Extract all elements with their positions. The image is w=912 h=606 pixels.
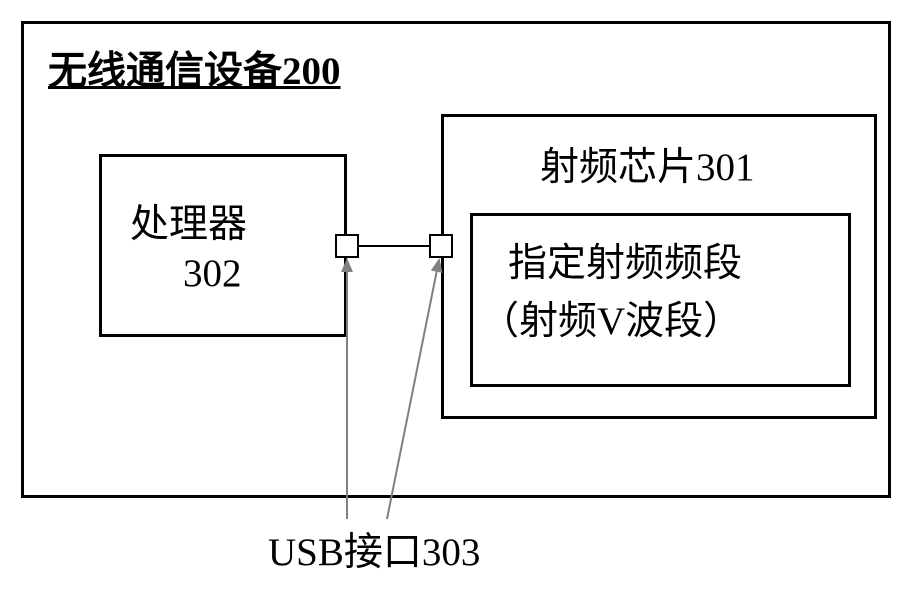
arrow-right (387, 260, 439, 519)
usb-label: USB接口303 (268, 521, 480, 577)
annotation-arrows (0, 0, 912, 606)
